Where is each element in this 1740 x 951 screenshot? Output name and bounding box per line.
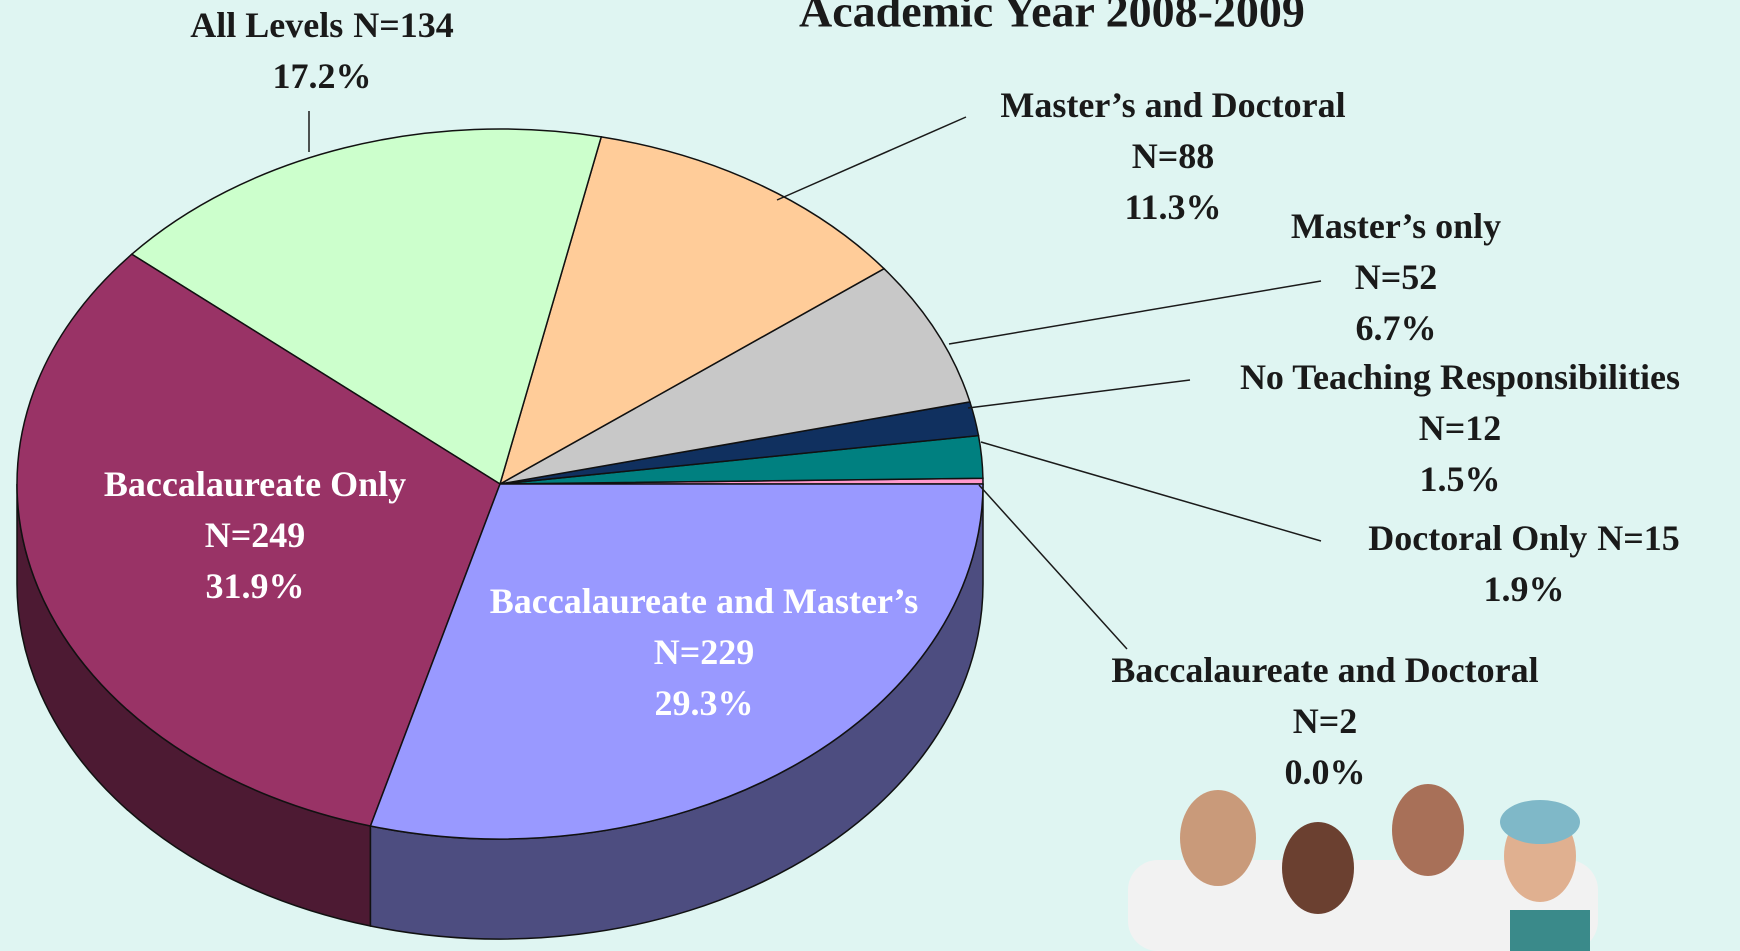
count-label: N=2: [1293, 701, 1358, 741]
category-label: Master’s only: [1291, 206, 1501, 246]
chart-title: Academic Year 2008-2009: [799, 0, 1305, 37]
percent-label: 0.0%: [1285, 752, 1366, 792]
category-label: No Teaching Responsibilities: [1240, 357, 1680, 397]
percent-label: 31.9%: [206, 566, 305, 606]
leader-line: [948, 280, 1322, 345]
category-label: Baccalaureate and Doctoral: [1111, 650, 1538, 690]
slice-label: 11.3%: [1124, 187, 1221, 227]
leader-line: [980, 441, 1322, 542]
slice: [369, 483, 984, 840]
slice-label: 17.2%: [273, 56, 372, 96]
slice-label: N=229: [654, 632, 755, 672]
category-label: Doctoral Only: [1368, 518, 1587, 558]
slice: [498, 136, 886, 486]
leader-line: [776, 116, 967, 201]
slice-label: N=88: [1132, 136, 1215, 176]
percent-label: 17.2%: [273, 56, 372, 96]
slice-label: Baccalaureate and Master’s: [490, 581, 919, 621]
percent-label: 11.3%: [1124, 187, 1221, 227]
category-label: Master’s and Doctoral: [1000, 85, 1345, 125]
leader-line: [967, 379, 1191, 409]
slice-label: N=249: [205, 515, 306, 555]
count-label: N=134: [353, 5, 454, 45]
category-label: All Levels: [190, 5, 343, 45]
slice-label: 31.9%: [206, 566, 305, 606]
slice-label: Baccalaureate and Doctoral: [1111, 650, 1538, 690]
slice-label: All Levels N=134: [190, 5, 454, 45]
slice-label: N=2: [1293, 701, 1358, 741]
slice-label: Master’s only: [1291, 206, 1501, 246]
slice-label: 1.9%: [1484, 569, 1565, 609]
percent-label: 29.3%: [655, 683, 754, 723]
slice-label: 29.3%: [655, 683, 754, 723]
slice-label: 0.0%: [1285, 752, 1366, 792]
slice-label: Doctoral Only N=15: [1368, 518, 1680, 558]
leader-line: [978, 484, 1128, 650]
percent-label: 6.7%: [1356, 308, 1437, 348]
count-label: N=52: [1355, 257, 1438, 297]
count-label: N=15: [1597, 518, 1680, 558]
slice-label: N=12: [1419, 408, 1502, 448]
count-label: N=229: [654, 632, 755, 672]
slice-label: Master’s and Doctoral: [1000, 85, 1345, 125]
doctors-photo: [1128, 784, 1598, 951]
count-label: N=249: [205, 515, 306, 555]
category-label: Baccalaureate Only: [104, 464, 406, 504]
slice: [130, 128, 603, 486]
percent-label: 1.9%: [1484, 569, 1565, 609]
count-label: N=12: [1419, 408, 1502, 448]
category-label: Baccalaureate and Master’s: [490, 581, 919, 621]
slice: [16, 253, 501, 827]
slice-label: 1.5%: [1420, 459, 1501, 499]
pie: [16, 128, 984, 940]
slice-label: Baccalaureate Only: [104, 464, 406, 504]
slice: [499, 267, 971, 485]
percent-label: 1.5%: [1420, 459, 1501, 499]
slice-label: N=52: [1355, 257, 1438, 297]
count-label: N=88: [1132, 136, 1215, 176]
slice-label: 6.7%: [1356, 308, 1437, 348]
slice-label: No Teaching Responsibilities: [1240, 357, 1680, 397]
